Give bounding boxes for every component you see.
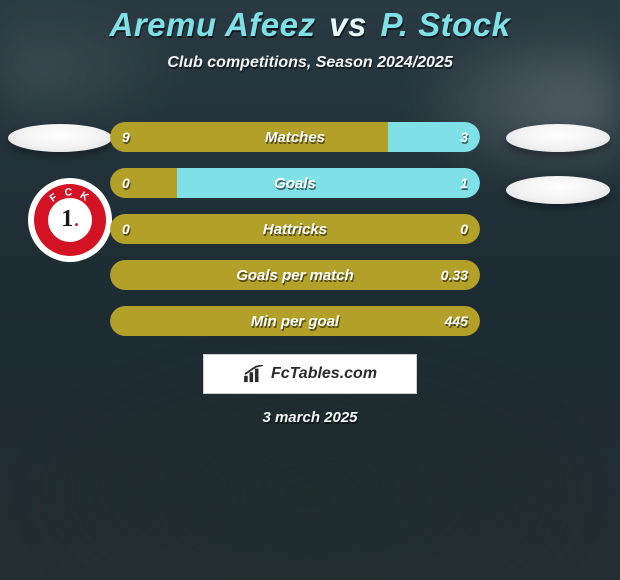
bars-icon	[243, 365, 265, 383]
bar-left-fill	[110, 168, 177, 198]
watermark-text: FcTables.com	[271, 365, 377, 383]
comparison-title: Aremu Afeez vs P. Stock	[0, 0, 620, 44]
right-slot-2-placeholder	[506, 176, 610, 204]
fctables-watermark: FcTables.com	[203, 354, 417, 394]
comparison-bars: Matches93 Goals01 Hattricks00 Goals per mat…	[110, 122, 480, 352]
stat-row: Goals01	[110, 168, 480, 198]
bar-right-fill	[177, 168, 480, 198]
player1-name: Aremu Afeez	[109, 6, 315, 43]
left-slot-1-placeholder	[8, 124, 112, 152]
right-slot-1-placeholder	[506, 124, 610, 152]
date-text: 3 march 2025	[0, 409, 620, 426]
bar-left-fill	[110, 306, 480, 336]
vs-text: vs	[329, 6, 367, 43]
club-badge-dot: .	[74, 200, 79, 240]
bar-left-fill	[110, 260, 480, 290]
stat-row: Min per goal445	[110, 306, 480, 336]
player2-name: P. Stock	[381, 6, 511, 43]
club-badge: F C K 1 .	[28, 178, 112, 262]
bar-right-fill	[388, 122, 481, 152]
stat-row: Hattricks00	[110, 214, 480, 244]
subtitle: Club competitions, Season 2024/2025	[0, 54, 620, 72]
bar-left-fill	[110, 214, 480, 244]
bar-left-fill	[110, 122, 388, 152]
stat-row: Goals per match0.33	[110, 260, 480, 290]
club-badge-number: 1	[61, 198, 73, 240]
stat-row: Matches93	[110, 122, 480, 152]
